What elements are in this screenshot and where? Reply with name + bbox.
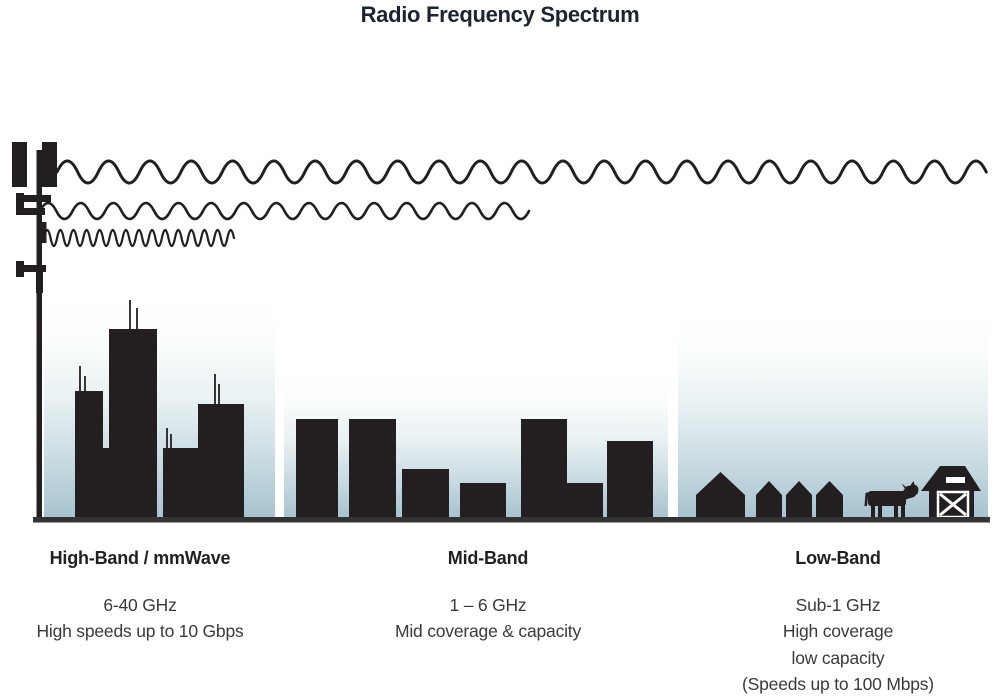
ground-line [33, 517, 990, 523]
rural-scene-icon [696, 466, 981, 519]
low-band-wave-icon [55, 159, 988, 185]
radio-waves [38, 159, 988, 248]
band-heading-mid: Mid-Band [447, 548, 529, 568]
band-heading-high: High-Band / mmWave [49, 548, 231, 568]
band-label-mid: Mid-Band 1 – 6 GHz Mid coverage & capaci… [358, 548, 618, 645]
spectrum-illustration [12, 142, 990, 523]
building [607, 441, 653, 520]
band-detail-line: High coverage [782, 621, 894, 642]
band-detail-line: High speeds up to 10 Gbps [36, 621, 244, 642]
building [521, 419, 567, 520]
high-band-wave-icon [42, 228, 236, 248]
band-detail-line: 6-40 GHz [103, 594, 177, 615]
band-detail-line: low capacity [791, 647, 885, 668]
cow-icon [864, 481, 919, 518]
cell-tower-icon [12, 142, 57, 520]
band-detail-line: (Speeds up to 100 Mbps) [742, 674, 934, 695]
barn-icon [921, 466, 981, 519]
page-title: Radio Frequency Spectrum [360, 2, 640, 27]
house-icon [816, 481, 843, 518]
mid-band-wave-icon [38, 201, 531, 221]
building [460, 483, 506, 520]
band-label-low: Low-Band Sub-1 GHz High coverage low cap… [708, 548, 968, 698]
building [349, 419, 396, 520]
building [567, 483, 603, 520]
house-icon [696, 472, 745, 518]
band-detail-line: 1 – 6 GHz [449, 594, 527, 615]
building [402, 469, 449, 520]
skyscraper [100, 448, 112, 520]
city-skyline-icon [75, 300, 244, 520]
band-detail-line: Mid coverage & capacity [394, 621, 582, 642]
band-label-high: High-Band / mmWave 6-40 GHz High speeds … [10, 548, 270, 645]
barn-loft-door [946, 477, 965, 483]
building [296, 419, 338, 520]
skyscraper [109, 329, 157, 520]
rooftop-antennas-icon [79, 300, 220, 448]
house-icon [756, 481, 782, 518]
house-icon [786, 481, 812, 518]
mid-rise-buildings-icon [296, 419, 653, 520]
band-heading-low: Low-Band [795, 548, 881, 568]
skyscraper [198, 404, 244, 520]
skyscraper [75, 391, 103, 520]
band-detail-line: Sub-1 GHz [795, 594, 881, 615]
